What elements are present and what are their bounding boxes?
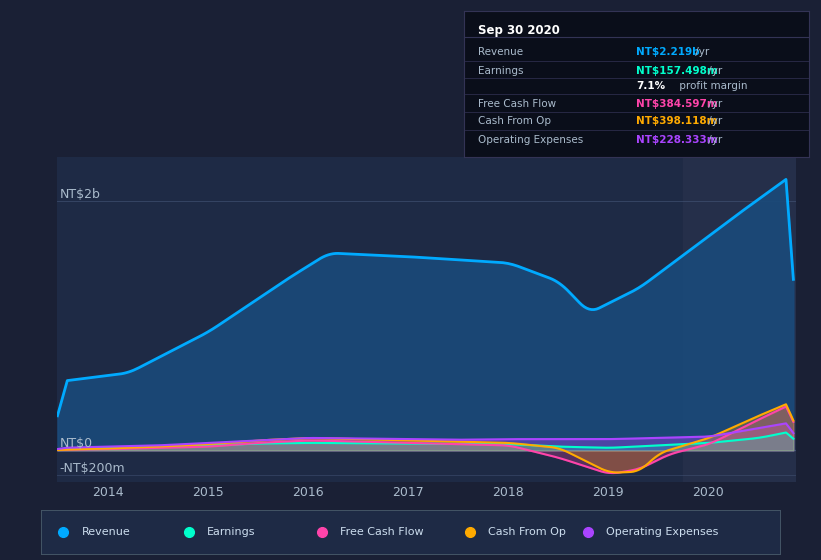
Text: -NT$200m: -NT$200m — [59, 463, 125, 475]
Text: Revenue: Revenue — [82, 527, 131, 537]
Text: Free Cash Flow: Free Cash Flow — [478, 99, 556, 109]
Text: /yr: /yr — [704, 116, 722, 126]
Text: /yr: /yr — [704, 66, 722, 76]
Text: Earnings: Earnings — [208, 527, 256, 537]
Text: NT$0: NT$0 — [59, 437, 93, 450]
Text: Operating Expenses: Operating Expenses — [606, 527, 718, 537]
Text: NT$2b: NT$2b — [59, 188, 100, 200]
Text: /yr: /yr — [704, 135, 722, 145]
Text: Revenue: Revenue — [478, 47, 523, 57]
Text: Cash From Op: Cash From Op — [478, 116, 551, 126]
Text: NT$228.333m: NT$228.333m — [636, 135, 718, 145]
Text: Operating Expenses: Operating Expenses — [478, 135, 583, 145]
Text: profit margin: profit margin — [676, 81, 747, 91]
Text: /yr: /yr — [704, 99, 722, 109]
Text: Earnings: Earnings — [478, 66, 523, 76]
Text: NT$384.597m: NT$384.597m — [636, 99, 718, 109]
Text: NT$157.498m: NT$157.498m — [636, 66, 718, 76]
Text: NT$2.219b: NT$2.219b — [636, 47, 699, 57]
Text: /yr: /yr — [692, 47, 709, 57]
Bar — [683, 157, 796, 482]
Text: 7.1%: 7.1% — [636, 81, 665, 91]
Text: Sep 30 2020: Sep 30 2020 — [478, 24, 560, 38]
Text: Cash From Op: Cash From Op — [488, 527, 566, 537]
Text: NT$398.118m: NT$398.118m — [636, 116, 718, 126]
Text: Free Cash Flow: Free Cash Flow — [341, 527, 424, 537]
